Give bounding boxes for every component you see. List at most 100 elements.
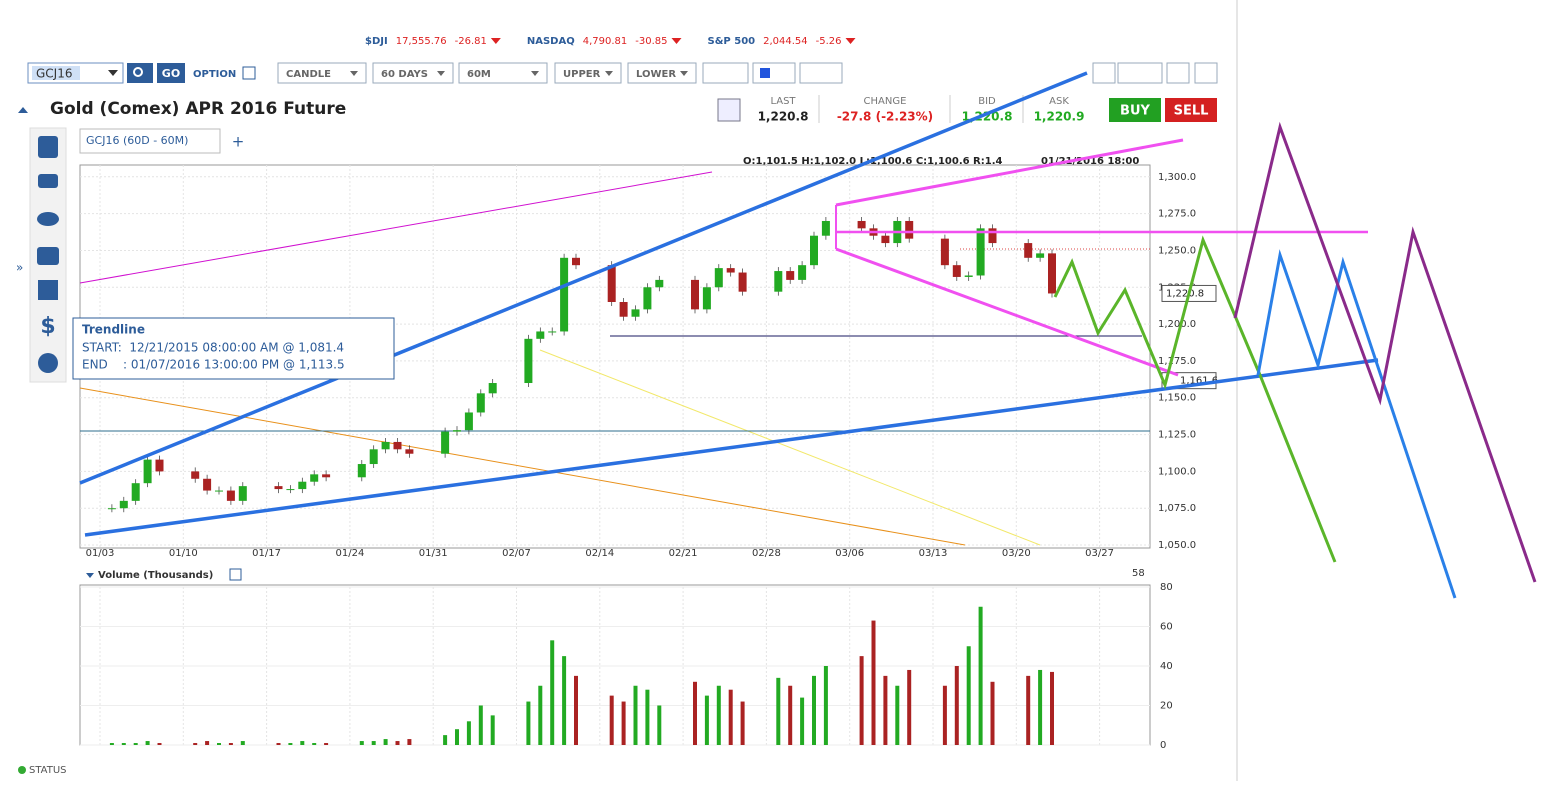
collapse-icon[interactable]: [18, 107, 28, 113]
candle: [453, 430, 461, 432]
sell-button[interactable]: [1165, 98, 1217, 122]
ticker-name: $DJI: [365, 36, 388, 47]
menu-label: 60M: [467, 69, 491, 80]
x-tick-label: 02/21: [669, 548, 698, 559]
candle: [548, 331, 557, 333]
dollar-icon[interactable]: $: [40, 314, 55, 339]
volume-bar: [978, 606, 983, 745]
down-arrow: [671, 38, 682, 44]
lab-icon[interactable]: [38, 136, 58, 158]
toolbar-menus: CANDLE 60 DAYS 60M UPPER LOWER: [277, 62, 697, 84]
candle: [726, 268, 735, 273]
menu-arrow: [531, 71, 539, 76]
erase-tool[interactable]: [799, 62, 843, 84]
buy-button[interactable]: [1109, 98, 1161, 122]
tab-label: GCJ16 (60D - 60M): [86, 134, 188, 147]
layout-tool[interactable]: [1166, 62, 1190, 84]
volume-bar: [609, 695, 614, 745]
tooltip: [72, 317, 395, 380]
y-tick-label: 1,275.0: [1158, 209, 1196, 220]
last-label: LAST: [770, 96, 796, 107]
save-tool[interactable]: [1117, 62, 1163, 84]
calendar-icon[interactable]: [717, 98, 741, 122]
candle: [310, 474, 319, 482]
menu-button[interactable]: [458, 62, 548, 84]
color-tool[interactable]: [752, 62, 796, 84]
volume-bar: [228, 743, 233, 745]
drawing: [84, 358, 1379, 537]
volume-bar: [907, 669, 912, 745]
candle: [536, 331, 545, 339]
option-label[interactable]: OPTION: [193, 69, 236, 80]
x-tick-label: 03/13: [919, 548, 948, 559]
expand-icon[interactable]: »: [16, 261, 23, 275]
chart-tab[interactable]: [79, 128, 221, 154]
ticker-value: 2,044.54: [763, 36, 808, 47]
ticker-change: -26.81: [455, 36, 487, 47]
menu-button[interactable]: [277, 62, 367, 84]
volume-bar: [693, 681, 697, 745]
buy-label: BUY: [1120, 104, 1150, 119]
menu-button[interactable]: [554, 62, 622, 84]
drawing: [835, 247, 1179, 377]
candle: [738, 272, 747, 292]
volume-last: 58: [1132, 568, 1145, 579]
menu-arrow: [437, 71, 445, 76]
y-tick-label: 1,300.0: [1158, 172, 1196, 183]
briefcase-icon[interactable]: [37, 247, 59, 265]
ticker-change: -5.26: [816, 36, 842, 47]
drawing: [79, 387, 966, 546]
eye-icon[interactable]: [37, 212, 59, 226]
volume-bar: [526, 701, 531, 745]
chart-icon[interactable]: [38, 280, 58, 300]
x-tick-label: 02/28: [752, 548, 781, 559]
drawing: [79, 171, 713, 284]
gear-icon[interactable]: [38, 353, 58, 373]
tooltip-title: Trendline: [82, 323, 145, 337]
y-tick-label: 1,050.0: [1158, 540, 1196, 551]
ticker-bar: $DJI 17,555.76 -26.81 NASDAQ 4,790.81 -30.85 S…: [365, 36, 856, 47]
dropdown-arrow: [108, 70, 118, 76]
settings-tool[interactable]: [1092, 62, 1116, 84]
volume-bar: [538, 685, 543, 745]
go-button[interactable]: [157, 63, 185, 83]
popout-tool[interactable]: [1194, 62, 1218, 84]
volume-bar: [633, 685, 638, 745]
volume-bar: [740, 701, 745, 745]
volume-bar: [776, 677, 781, 745]
volume-bar: [812, 675, 816, 745]
search-icon: [133, 67, 143, 77]
menu-button[interactable]: [372, 62, 454, 84]
add-tab[interactable]: +: [232, 133, 245, 151]
volume-bar: [478, 705, 483, 745]
scale-icon[interactable]: [38, 174, 58, 188]
x-tick-label: 01/03: [86, 548, 115, 559]
line-tool[interactable]: [702, 62, 749, 84]
x-tick-label: 03/20: [1002, 548, 1031, 559]
option-plus[interactable]: [242, 66, 256, 80]
volume-bar: [1026, 675, 1031, 745]
volume-bar: [443, 735, 448, 745]
candle: [464, 412, 473, 431]
candle: [155, 459, 164, 472]
volume-bar: [240, 741, 245, 745]
volume-bar: [276, 743, 281, 745]
drawing: [1233, 121, 1537, 583]
candle: [976, 228, 985, 276]
volume-bar: [217, 743, 221, 745]
x-tick-label: 03/06: [835, 548, 864, 559]
sidebar-icons: $: [37, 136, 59, 373]
volume-bar: [550, 640, 555, 745]
menu-button[interactable]: [627, 62, 697, 84]
volume-bar: [883, 675, 888, 745]
candle: [381, 441, 390, 450]
ask-label: ASK: [1049, 96, 1069, 107]
volume-bar: [1050, 671, 1054, 745]
search-button[interactable]: [127, 63, 153, 83]
candle: [322, 474, 331, 478]
volume-bar: [109, 743, 114, 745]
x-tick-label: 02/07: [502, 548, 531, 559]
tooltip-end: END : 01/07/2016 13:00:00 PM @ 1,113.5: [82, 358, 345, 372]
close-panel[interactable]: [229, 568, 242, 581]
volume-bar: [407, 739, 412, 745]
